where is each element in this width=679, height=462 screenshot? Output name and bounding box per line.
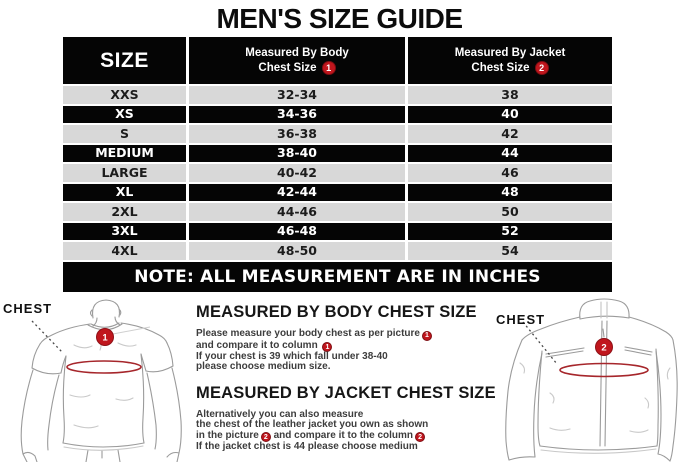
badge-1-icon	[96, 328, 114, 346]
table-row: MEDIUM 38-40 44	[63, 144, 612, 162]
table-row: XXS 32-34 38	[63, 86, 612, 104]
instruction-line: If the jacket chest is 44 please choose …	[196, 441, 418, 453]
cell-jacket: 44	[408, 144, 612, 162]
chest-label: CHEST	[496, 312, 546, 327]
jacket-figure-illustration: 2	[505, 298, 678, 462]
cell-jacket: 38	[408, 86, 612, 104]
cell-body: 48-50	[189, 242, 405, 260]
body-figure-illustration: 1	[20, 299, 182, 462]
cell-jacket: 50	[408, 203, 612, 221]
instruction-line: Alternatively you can also measure	[196, 408, 364, 420]
cell-body: 42-44	[189, 183, 405, 201]
badge-2-icon	[595, 338, 613, 356]
table-header-row: SIZE Measured By Body Chest Size 1 Measu…	[63, 37, 612, 84]
table-row: 2XL 44-46 50	[63, 203, 612, 221]
body-section-text: Please measure your body chest as per pi…	[196, 328, 498, 373]
badge-1-icon: 1	[322, 342, 333, 352]
cell-size: XXS	[63, 86, 186, 104]
cell-size: S	[63, 125, 186, 143]
body-section-heading: MEASURED BY BODY CHEST SIZE	[196, 303, 477, 321]
cell-size: XS	[63, 105, 186, 123]
cell-size: LARGE	[63, 164, 186, 182]
figure-badge-number: 1	[102, 333, 108, 344]
col-header-size: SIZE	[63, 37, 186, 84]
col-header-body-line2: Chest Size	[258, 61, 317, 74]
cell-jacket: 52	[408, 222, 612, 240]
cell-jacket: 54	[408, 242, 612, 260]
col-header-jacket-line1: Measured By Jacket	[454, 46, 566, 59]
cell-size: XL	[63, 183, 186, 201]
jacket-section-heading: MEASURED BY JACKET CHEST SIZE	[196, 383, 496, 402]
cell-body: 38-40	[189, 144, 405, 162]
instructions-block: MEASURED BY BODY CHEST SIZE Please measu…	[196, 303, 498, 456]
size-table: SIZE Measured By Body Chest Size 1 Measu…	[63, 37, 612, 292]
table-row: S 36-38 42	[63, 125, 612, 143]
chest-measure-ellipse	[559, 362, 649, 378]
cell-size: 3XL	[63, 222, 186, 240]
instruction-line: If your chest is 39 which fall under 38-…	[196, 351, 388, 362]
cell-body: 36-38	[189, 125, 405, 143]
cell-body: 32-34	[189, 86, 405, 104]
table-row: XL 42-44 48	[63, 183, 612, 201]
cell-body: 44-46	[189, 203, 405, 221]
col-header-body-chest: Measured By Body Chest Size 1	[189, 37, 405, 84]
cell-body: 46-48	[189, 222, 405, 240]
annotation-line	[112, 326, 151, 335]
col-header-body-line1: Measured By Body	[245, 46, 349, 59]
cell-jacket: 48	[408, 183, 612, 201]
instruction-line: and compare it to column 1	[196, 340, 498, 352]
note-bar: NOTE: ALL MEASUREMENT ARE IN INCHES	[63, 261, 612, 292]
cell-size: 4XL	[63, 242, 186, 260]
badge-2-icon: 2	[415, 432, 426, 443]
cell-size: MEDIUM	[63, 144, 186, 162]
table-row: 4XL 48-50 54	[63, 242, 612, 260]
table-row: LARGE 40-42 46	[63, 164, 612, 182]
page-title: MEN'S SIZE GUIDE	[216, 3, 463, 34]
instruction-line: in the picture 2 and compare it to the co…	[196, 430, 498, 443]
col-header-jacket-chest: Measured By Jacket Chest Size 2	[408, 37, 612, 84]
cell-body: 40-42	[189, 164, 405, 182]
table-row: 3XL 46-48 52	[63, 222, 612, 240]
jacket-section-text: Alternatively you can also measure the c…	[196, 408, 498, 453]
badge-2-icon: 2	[534, 61, 549, 75]
figure-badge-number: 2	[601, 343, 606, 354]
cell-body: 34-36	[189, 105, 405, 123]
chest-label: CHEST	[3, 301, 53, 316]
chest-measure-ellipse	[66, 360, 142, 374]
chest-pointer-dotted-line	[522, 321, 558, 365]
cell-jacket: 46	[408, 164, 612, 182]
chest-pointer-dotted-line	[31, 320, 63, 353]
cell-size: 2XL	[63, 203, 186, 221]
col-header-jacket-line2: Chest Size	[471, 61, 530, 74]
instruction-line: the chest of the leather jacket you own …	[196, 419, 429, 431]
badge-1-icon: 1	[421, 330, 432, 341]
cell-jacket: 42	[408, 125, 612, 143]
badge-1-icon: 1	[321, 61, 336, 75]
table-row: XS 34-36 40	[63, 105, 612, 123]
instruction-line: please choose medium size.	[196, 361, 331, 373]
cell-jacket: 40	[408, 105, 612, 123]
instruction-line: Please measure your body chest as per pi…	[196, 328, 498, 341]
